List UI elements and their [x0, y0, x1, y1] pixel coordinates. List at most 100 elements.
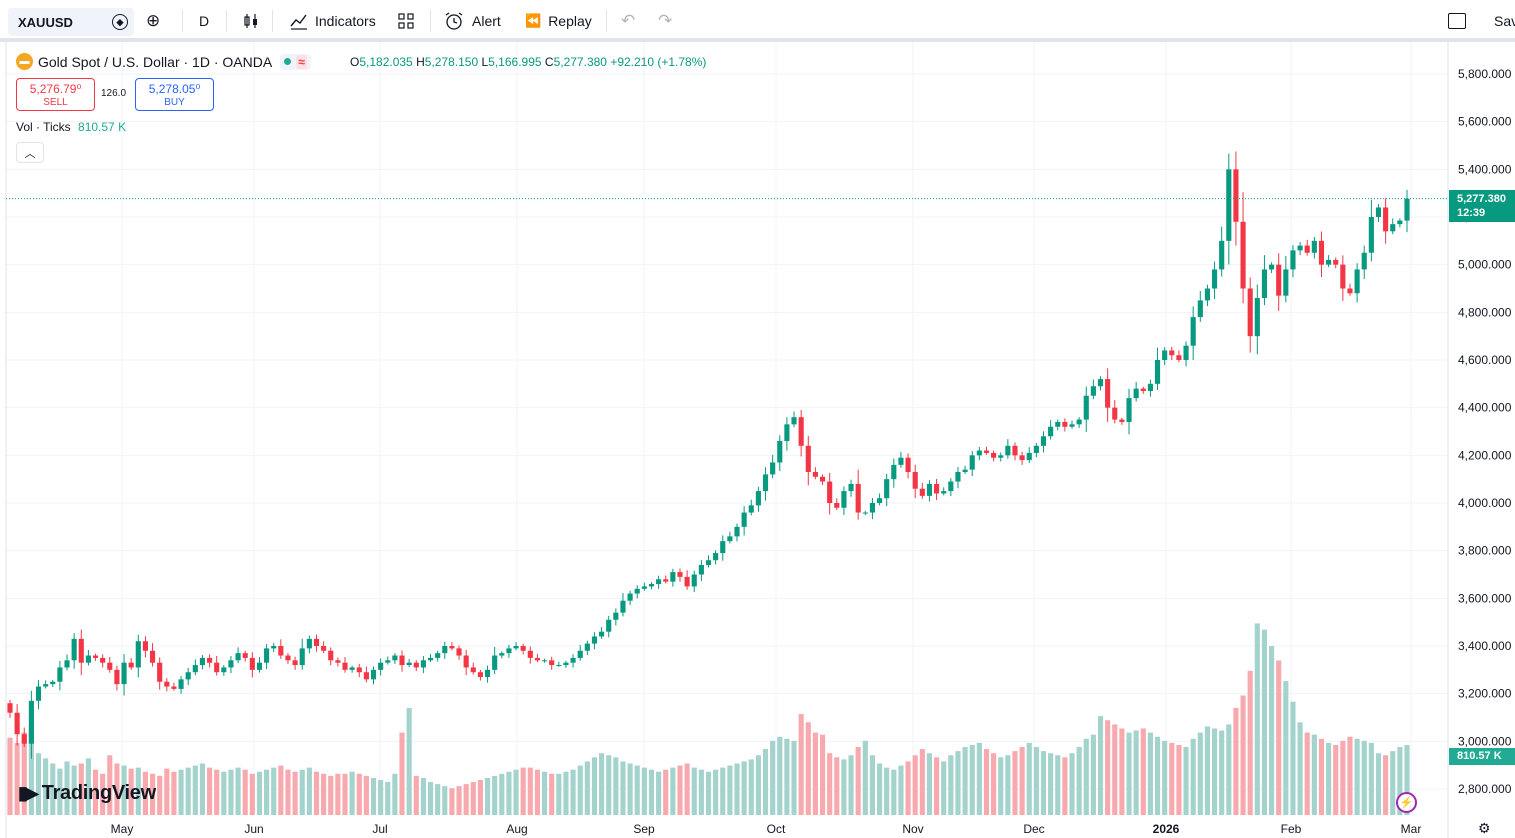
candle-body: [1069, 424, 1075, 427]
volume-bar: [1097, 716, 1104, 815]
candle-body: [656, 579, 662, 585]
save-button[interactable]: Sav: [1494, 0, 1515, 42]
candle-body: [713, 553, 719, 561]
candle-body: [876, 498, 883, 503]
undo-button[interactable]: ↶: [621, 0, 635, 42]
volume-bar: [1318, 738, 1325, 815]
candle-body: [720, 541, 726, 554]
candle-body: [1261, 269, 1268, 299]
candle-body: [934, 483, 940, 494]
candle-body: [1026, 452, 1032, 461]
candle-body: [221, 667, 227, 673]
candle-body: [1112, 407, 1118, 420]
toolbar-divider: [272, 10, 273, 32]
time-scale[interactable]: May Jun Jul Aug Sep Oct Nov Dec 2026 Feb Mar: [111, 822, 1422, 836]
indicators-button[interactable]: Indicators: [289, 0, 376, 42]
volume-bar: [328, 775, 334, 815]
volume-legend[interactable]: Vol · Ticks 810.57 K: [16, 120, 126, 134]
candle-body: [342, 662, 348, 670]
gear-icon[interactable]: ⚙: [1478, 820, 1491, 836]
candle-body: [406, 662, 412, 666]
tradingview-logo[interactable]: ▮▶ TradingView: [18, 782, 156, 805]
candle-body: [762, 474, 769, 492]
candle-body: [313, 638, 320, 646]
candle-body: [164, 681, 170, 687]
volume-bar: [934, 757, 940, 815]
volume-tag-label: 810.57 K: [1457, 750, 1502, 762]
volume-bar: [235, 767, 241, 815]
candle-body: [955, 472, 961, 482]
indicators-label: Indicators: [315, 13, 376, 29]
candle-body: [1076, 419, 1082, 425]
collapse-legend-button[interactable]: ︿: [16, 142, 44, 163]
volume-bar: [1055, 755, 1061, 815]
volume-bar: [356, 773, 362, 815]
chart-canvas[interactable]: 2,800.000 3,000.000 3,200.000 3,400.000 3,60…: [0, 42, 1515, 838]
volume-bar: [35, 753, 42, 815]
volume-bar: [884, 767, 890, 815]
candle-body: [370, 669, 377, 680]
lightning-icon[interactable]: ⚡: [1396, 792, 1417, 813]
volume-bar: [292, 771, 298, 815]
volume-bar: [456, 786, 462, 815]
candle-body: [584, 643, 590, 651]
price-tick-label: 4,400.000: [1458, 401, 1512, 415]
volume-bar: [157, 775, 163, 815]
volume-bar: [848, 755, 854, 815]
candle-body: [534, 657, 541, 661]
redo-button[interactable]: ↷: [658, 0, 672, 42]
candle-body: [128, 662, 134, 668]
volume-bar: [819, 734, 826, 815]
symbol-search-button[interactable]: XAUUSD ◆: [8, 8, 134, 36]
price-scale[interactable]: 2,800.000 3,000.000 3,200.000 3,400.000 3,60…: [1458, 67, 1512, 796]
candle-body: [335, 660, 341, 663]
symbol-description[interactable]: Gold Spot / U.S. Dollar · 1D · OANDA: [38, 53, 273, 70]
candle-body: [1083, 395, 1089, 420]
fullscreen-button[interactable]: [1448, 0, 1466, 42]
market-status-badge[interactable]: ≈: [280, 53, 311, 70]
candle-body: [285, 655, 291, 661]
candle-body: [399, 655, 405, 666]
candle-body: [1283, 269, 1289, 296]
compare-button[interactable]: ⊕: [146, 0, 160, 42]
candle-body: [1233, 169, 1239, 222]
volume-bar: [449, 788, 455, 815]
volume-bar: [705, 771, 712, 815]
candle-body: [78, 638, 84, 663]
candle-body: [613, 612, 619, 620]
volume-bar: [43, 758, 49, 815]
alert-button[interactable]: Alert: [444, 0, 501, 42]
sell-button[interactable]: 5,276.79⁰ SELL: [16, 78, 95, 111]
candle-body: [1404, 198, 1410, 221]
buy-button[interactable]: 5,278.05⁰ BUY: [135, 78, 214, 111]
low-value: 5,166.995: [488, 55, 542, 69]
volume-bar: [1297, 722, 1303, 815]
chart-type-button[interactable]: [242, 0, 260, 42]
candle-body: [1297, 245, 1303, 251]
close-value: 5,277.380: [553, 55, 607, 69]
volume-bar: [606, 755, 612, 815]
volume-bar: [1211, 728, 1218, 815]
volume-bar: [1219, 730, 1225, 815]
candle-body: [798, 417, 804, 446]
volume-bar: [1140, 728, 1146, 815]
candle-body: [969, 455, 975, 470]
chart-grid: [6, 42, 1448, 815]
volume-bar: [556, 773, 562, 815]
symbol-options-icon[interactable]: ◆: [112, 14, 128, 30]
candle-body: [1040, 436, 1047, 446]
candle-body: [848, 483, 854, 492]
templates-button[interactable]: [397, 0, 415, 42]
volume-bar: [164, 768, 170, 815]
replay-button[interactable]: ⏪ Replay: [525, 0, 592, 42]
volume-bar: [827, 753, 833, 815]
volume-bar: [634, 765, 640, 815]
candle-body: [506, 648, 512, 654]
candle-body: [135, 641, 141, 668]
interval-button[interactable]: D: [199, 0, 209, 42]
volume-bar: [805, 722, 811, 815]
candle-body: [1383, 207, 1389, 232]
volume-bar: [862, 740, 868, 815]
toolbar-divider: [226, 10, 227, 32]
volume-bar: [299, 769, 305, 815]
